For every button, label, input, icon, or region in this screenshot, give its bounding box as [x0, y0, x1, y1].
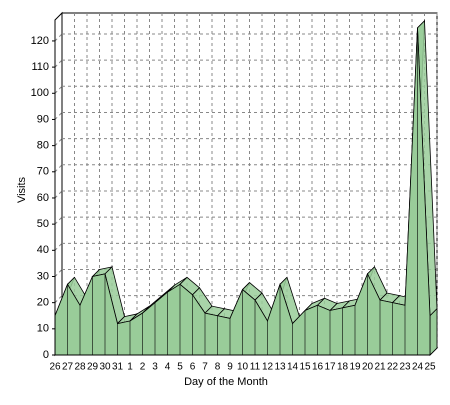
y-axis-title: Visits [16, 176, 28, 203]
y-tick-label: 10 [37, 323, 49, 335]
x-tick-label: 25 [424, 362, 436, 373]
x-tick-label: 3 [152, 362, 158, 373]
x-tick-label: 9 [227, 362, 233, 373]
y-tick-label: 30 [37, 270, 49, 282]
x-tick-label: 16 [312, 362, 324, 373]
y-tick-label: 70 [37, 166, 49, 178]
y-tick-label: 40 [37, 244, 49, 256]
grid-line-side [54, 33, 63, 42]
x-tick-label: 29 [87, 362, 99, 373]
grid-line-side [54, 164, 63, 173]
y-tick-label: 90 [37, 113, 49, 125]
grid-line-side [54, 295, 63, 304]
x-tick-label: 2 [140, 362, 146, 373]
y-tick-label: 120 [31, 35, 49, 47]
y-tick-label: 0 [43, 349, 49, 361]
y-tick-label: 50 [37, 218, 49, 230]
area-end-face [429, 307, 438, 356]
grid-line-side [54, 216, 63, 225]
y-tick-label: 110 [31, 61, 49, 73]
x-tick-label: 19 [349, 362, 361, 373]
x-tick-label: 26 [49, 362, 61, 373]
x-tick-label: 14 [287, 362, 299, 373]
y-tick-label: 20 [37, 297, 49, 309]
x-tick-label: 24 [412, 362, 424, 373]
grid-line-side [54, 59, 63, 68]
x-tick-label: 6 [190, 362, 196, 373]
x-tick-label: 28 [74, 362, 86, 373]
grid-line-side [54, 242, 63, 251]
x-tick-label: 30 [99, 362, 111, 373]
x-tick-label: 11 [250, 362, 261, 373]
x-tick-label: 12 [262, 362, 274, 373]
y-tick-label: 80 [37, 140, 49, 152]
x-tick-label: 22 [387, 362, 399, 373]
x-tick-label: 5 [177, 362, 183, 373]
y-tick-label: 100 [31, 87, 49, 99]
x-tick-label: 13 [274, 362, 286, 373]
y-tick-label: 60 [37, 192, 49, 204]
grid-line-side [54, 138, 63, 146]
grid-line-side [54, 112, 63, 120]
x-tick-label: 7 [202, 362, 208, 373]
x-axis-title: Day of the Month [184, 376, 268, 388]
x-tick-label: 20 [362, 362, 374, 373]
grid-line-side [54, 190, 63, 199]
x-tick-label: 23 [399, 362, 411, 373]
x-tick-label: 31 [112, 362, 124, 373]
grid-line-side [54, 85, 63, 94]
grid-line-side [54, 269, 63, 277]
x-tick-label: 27 [62, 362, 74, 373]
x-tick-label: 1 [127, 362, 133, 373]
x-tick-label: 15 [299, 362, 311, 373]
x-tick-label: 10 [237, 362, 249, 373]
x-tick-label: 18 [337, 362, 349, 373]
x-tick-label: 21 [374, 362, 386, 373]
x-tick-label: 4 [165, 362, 171, 373]
x-tick-label: 8 [215, 362, 221, 373]
x-tick-label: 17 [324, 362, 336, 373]
